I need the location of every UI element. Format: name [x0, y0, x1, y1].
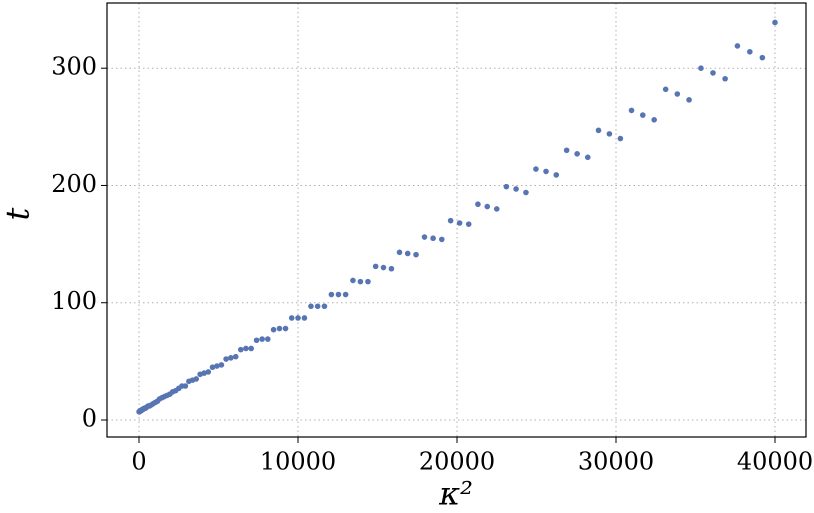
- point: [747, 48, 753, 55]
- point: [232, 353, 239, 360]
- x-tick-label: 40000: [737, 448, 813, 476]
- point: [759, 54, 766, 61]
- point: [248, 345, 254, 352]
- point: [388, 265, 395, 272]
- point: [237, 346, 244, 353]
- point: [264, 336, 271, 342]
- point: [350, 277, 356, 284]
- point: [253, 337, 260, 344]
- x-tick-label: 30000: [578, 448, 654, 476]
- point: [282, 325, 289, 332]
- point: [205, 369, 212, 375]
- point: [475, 201, 481, 208]
- point: [182, 383, 189, 389]
- point: [686, 97, 692, 103]
- point: [503, 183, 510, 190]
- point: [553, 172, 560, 178]
- point: [651, 116, 657, 123]
- point: [698, 65, 704, 71]
- point: [465, 221, 472, 227]
- y-tick-label: 100: [51, 287, 97, 315]
- y-tick-label: 300: [51, 53, 97, 81]
- y-tick-label: 200: [51, 170, 97, 198]
- point: [639, 112, 646, 118]
- x-tick-label: 10000: [260, 448, 336, 476]
- y-tick-label: 0: [82, 404, 97, 432]
- point: [662, 86, 669, 93]
- point: [513, 186, 519, 192]
- point: [243, 345, 249, 352]
- point: [447, 217, 454, 224]
- point: [270, 326, 277, 333]
- point: [584, 154, 591, 161]
- point: [574, 151, 580, 157]
- point: [430, 235, 436, 242]
- point: [328, 291, 335, 298]
- point: [223, 356, 229, 362]
- point: [335, 291, 342, 298]
- point: [365, 278, 371, 285]
- point: [674, 91, 681, 97]
- point: [628, 107, 635, 114]
- point: [563, 147, 570, 154]
- x-axis-label: κ²: [438, 475, 473, 513]
- point: [259, 336, 265, 342]
- point: [314, 303, 321, 310]
- point: [710, 70, 716, 76]
- point: [193, 376, 200, 382]
- x-tick-label: 0: [131, 448, 146, 476]
- point: [484, 203, 491, 210]
- point: [606, 131, 613, 137]
- point: [372, 263, 379, 270]
- point: [218, 362, 225, 368]
- point: [342, 291, 349, 298]
- point: [722, 75, 728, 82]
- point: [772, 19, 778, 26]
- point: [228, 355, 234, 361]
- point: [543, 168, 549, 175]
- point: [493, 206, 500, 212]
- point: [404, 250, 411, 257]
- point: [456, 220, 463, 226]
- plot-frame: [106, 2, 807, 438]
- point: [595, 127, 602, 134]
- point: [413, 251, 419, 258]
- point: [533, 166, 539, 172]
- point: [396, 249, 403, 256]
- point: [421, 234, 428, 240]
- point: [214, 363, 220, 369]
- point: [321, 303, 328, 310]
- point: [276, 325, 283, 332]
- point: [357, 278, 364, 285]
- point: [380, 264, 387, 271]
- point: [301, 315, 308, 321]
- x-tick-label: 20000: [419, 448, 495, 476]
- point: [295, 315, 301, 321]
- point: [523, 189, 529, 196]
- point: [734, 43, 741, 49]
- point: [439, 236, 445, 243]
- point: [617, 135, 624, 142]
- point: [288, 315, 295, 321]
- point: [209, 364, 216, 371]
- point: [308, 303, 314, 310]
- y-axis-label: t: [0, 207, 37, 220]
